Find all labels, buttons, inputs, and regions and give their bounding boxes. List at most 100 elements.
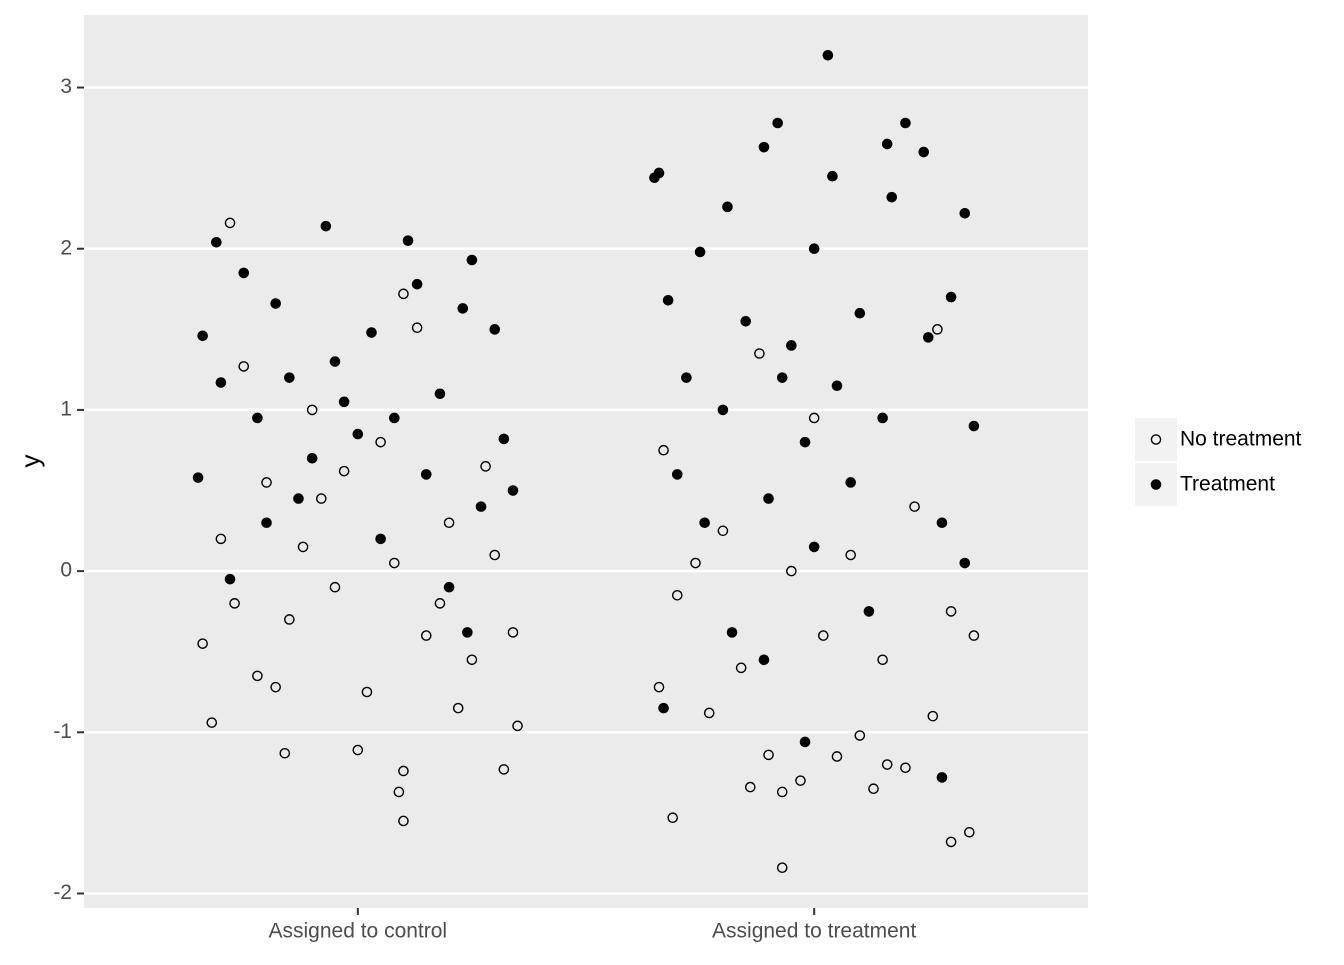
point — [489, 549, 501, 561]
point — [320, 220, 332, 232]
point — [279, 747, 291, 759]
x-tick-label: Assigned to control — [269, 920, 448, 943]
point — [653, 681, 665, 693]
point — [877, 654, 888, 666]
point — [224, 573, 236, 585]
point — [375, 436, 386, 448]
point — [845, 549, 856, 561]
point — [338, 465, 350, 477]
point — [306, 404, 318, 416]
point — [192, 472, 204, 483]
point — [845, 477, 856, 488]
point — [671, 589, 683, 601]
point — [932, 324, 943, 335]
legend-label: Treatment — [1180, 473, 1275, 496]
point — [462, 627, 473, 638]
y-tick-label: 2 — [60, 236, 72, 259]
point — [699, 517, 710, 529]
point — [945, 291, 957, 303]
point — [690, 557, 701, 569]
point — [900, 762, 911, 774]
legend-label: No treatment — [1180, 428, 1302, 451]
point — [389, 557, 400, 569]
point — [959, 207, 971, 219]
point — [361, 686, 373, 698]
point — [252, 412, 263, 424]
point — [389, 412, 400, 424]
point — [411, 278, 423, 290]
point — [694, 246, 706, 258]
y-tick-label: 1 — [60, 397, 72, 420]
point — [434, 598, 446, 609]
point — [658, 444, 669, 456]
point — [466, 254, 478, 266]
point — [968, 420, 980, 432]
point — [252, 670, 263, 682]
y-tick-label: -2 — [53, 881, 72, 904]
point — [818, 630, 829, 641]
point — [238, 267, 250, 279]
point — [475, 501, 487, 512]
point — [881, 138, 893, 150]
point — [776, 786, 788, 798]
point — [215, 377, 227, 388]
point — [420, 469, 432, 480]
point — [799, 436, 811, 448]
point — [936, 772, 948, 783]
point — [927, 710, 939, 722]
point — [922, 332, 934, 343]
point — [968, 630, 980, 641]
plot-panel — [84, 15, 1088, 908]
point — [284, 372, 295, 383]
point — [735, 662, 747, 674]
point — [881, 759, 893, 770]
point — [964, 826, 975, 838]
point — [443, 517, 455, 529]
point — [480, 461, 491, 472]
point — [662, 295, 674, 306]
point — [786, 340, 797, 351]
point — [799, 736, 811, 748]
point — [398, 815, 409, 827]
point — [366, 327, 377, 338]
point — [197, 638, 208, 649]
point — [293, 493, 304, 504]
point — [776, 862, 788, 874]
y-tick-label: 0 — [60, 559, 72, 582]
x-tick-label: Assigned to treatment — [712, 920, 916, 943]
point — [224, 217, 236, 229]
point — [270, 681, 281, 693]
legend-marker — [1150, 479, 1162, 490]
point — [877, 412, 888, 424]
point — [831, 380, 843, 392]
point — [726, 627, 738, 638]
point — [443, 581, 455, 593]
point — [466, 654, 478, 666]
point — [352, 428, 364, 440]
point — [717, 525, 729, 537]
point — [776, 372, 788, 383]
point — [936, 517, 948, 529]
point — [411, 322, 423, 334]
point — [658, 702, 669, 714]
point — [795, 775, 806, 786]
point — [352, 744, 364, 756]
y-tick-label: -1 — [53, 720, 72, 743]
point — [306, 452, 318, 464]
point — [507, 627, 519, 638]
point — [827, 170, 838, 182]
point — [763, 749, 774, 761]
point — [758, 141, 770, 153]
point — [744, 781, 756, 793]
point — [284, 614, 295, 625]
point — [808, 243, 820, 255]
point — [329, 581, 341, 593]
point — [722, 201, 733, 213]
point — [211, 236, 222, 248]
point — [420, 630, 432, 641]
point — [754, 348, 765, 359]
point — [512, 720, 523, 732]
point — [653, 167, 665, 179]
point — [507, 485, 519, 496]
point — [297, 541, 309, 553]
